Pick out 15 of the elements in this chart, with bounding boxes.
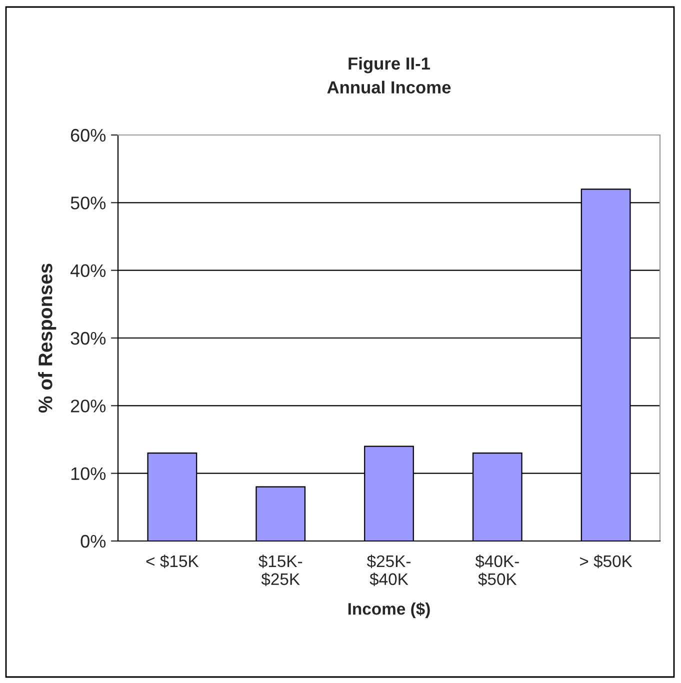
x-tick-label: $25K- $40K — [366, 554, 410, 586]
y-axis-title: % of Responses — [38, 264, 56, 413]
y-tick-label: 40% — [70, 264, 106, 278]
chart-title: Figure II-1 Annual Income — [327, 56, 451, 94]
y-tick-label: 0% — [80, 534, 106, 548]
y-tick-label: 20% — [70, 400, 106, 412]
y-tick-label: 10% — [71, 467, 106, 480]
x-tick-label: $40K- $50K — [475, 554, 519, 586]
x-tick-label: < $15K — [146, 554, 199, 568]
y-tick-label: 30% — [70, 332, 106, 345]
x-tick-label: $15K- $25K — [258, 554, 302, 586]
y-tick-label: 60% — [70, 128, 106, 142]
x-tick-label: > $50K — [580, 554, 632, 568]
x-axis-title: Income ($) — [348, 602, 430, 618]
y-tick-label: 50% — [70, 196, 106, 210]
